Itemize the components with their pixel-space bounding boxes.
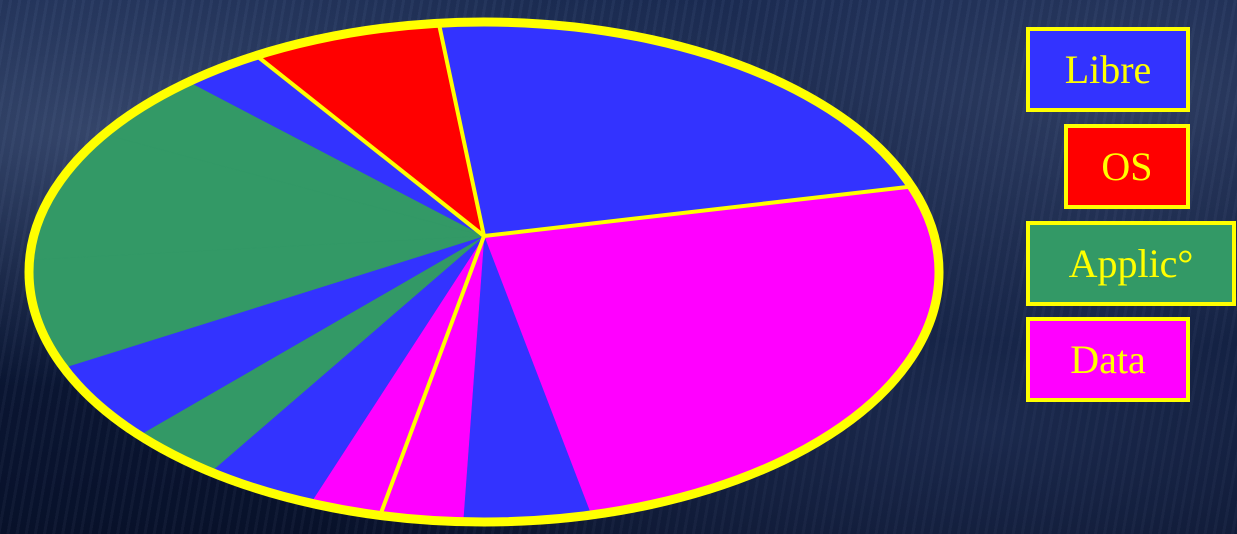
legend-item-data: Data [1026, 317, 1190, 402]
pie-separator-2 [255, 53, 486, 238]
legend-item-libre: Libre [1026, 27, 1190, 112]
legend-label-data: Data [1070, 336, 1146, 382]
legend-label-libre: Libre [1064, 46, 1152, 92]
pie-separator-0 [483, 184, 912, 238]
pie-outline [24, 17, 944, 527]
legend-item-applic: Applic° [1026, 221, 1236, 306]
pie-separator-1 [378, 235, 486, 517]
pie-separators [255, 22, 912, 517]
legend-label-applic: Applic° [1068, 240, 1194, 286]
pie-separator-3 [436, 22, 486, 237]
legend-item-os: OS [1064, 124, 1190, 209]
legend-label-os: OS [1101, 143, 1153, 189]
